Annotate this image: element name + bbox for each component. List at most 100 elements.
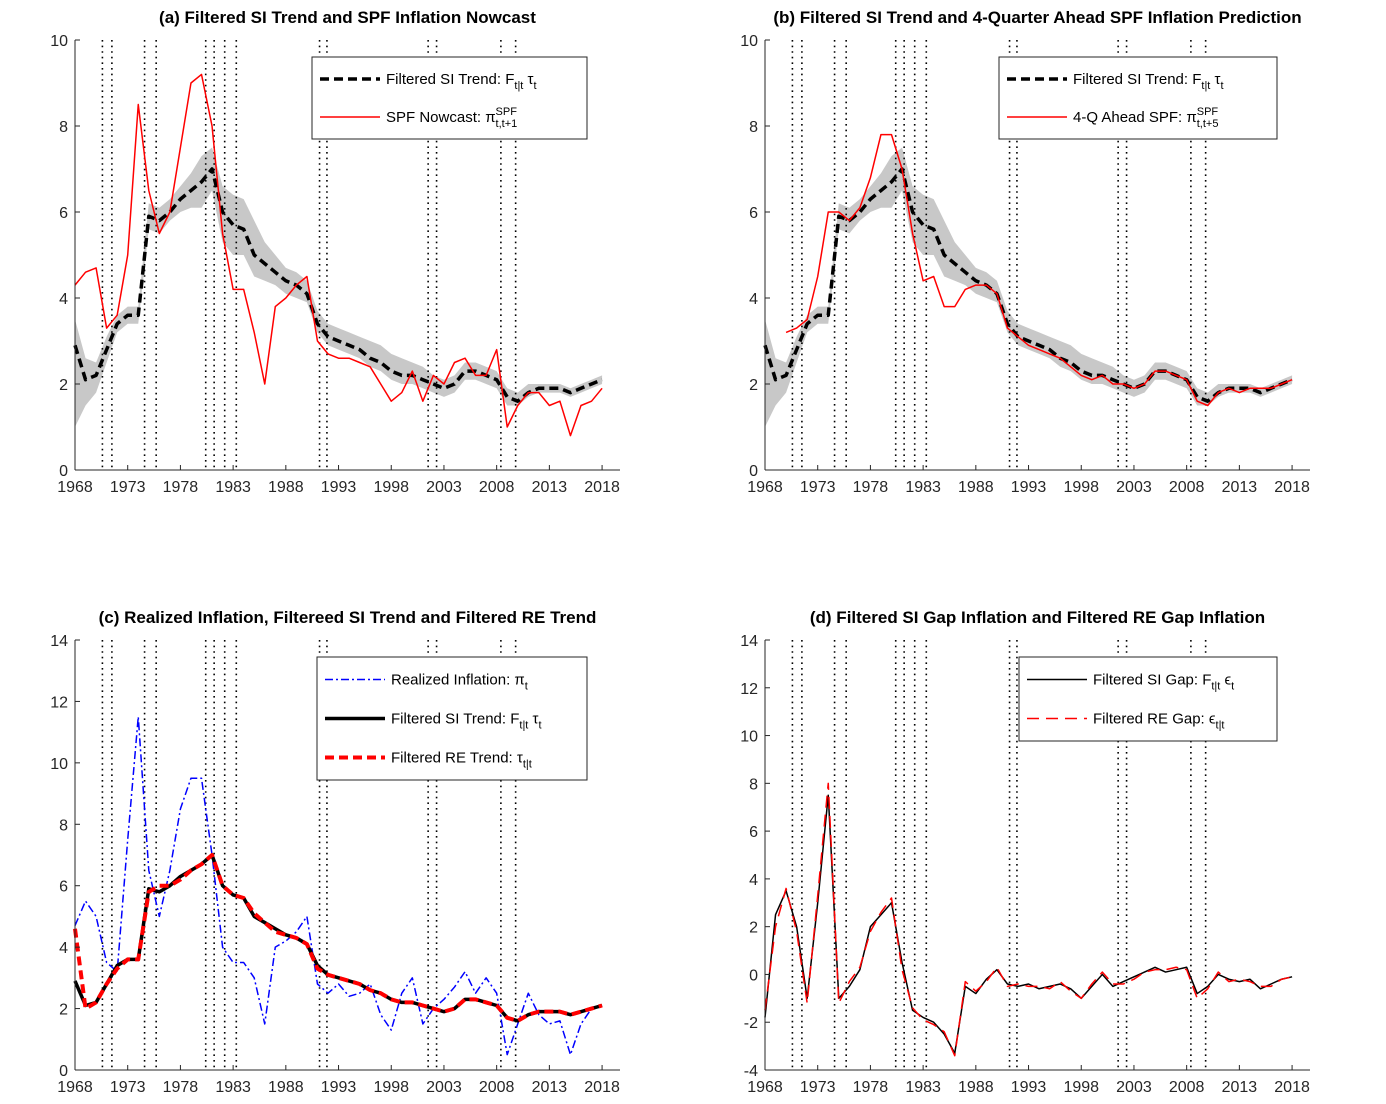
- y-tick-label: 2: [59, 377, 68, 394]
- legend-text: t|t: [1211, 681, 1220, 693]
- legend-box: [311, 56, 588, 140]
- y-tick-label: 8: [59, 817, 68, 834]
- y-tick-label: 10: [50, 756, 68, 773]
- confidence-band: [75, 147, 603, 427]
- legend-text: t: [533, 80, 536, 92]
- series-line: [785, 133, 1293, 407]
- x-tick-label: 2003: [1116, 1079, 1152, 1096]
- x-tick-label: 1998: [373, 479, 409, 496]
- x-tick-label: 1998: [1063, 479, 1099, 496]
- legend-text: Filtered SI Trend: F: [1073, 71, 1201, 88]
- legend-text: Realized Inflation: π: [391, 672, 525, 689]
- legend-text: SPF Nowcast: π: [386, 109, 496, 126]
- legend-label: 4-Q Ahead SPF: πSPF t,t+5: [1073, 106, 1218, 130]
- panel: -4 -2 0 2 4 6 8 10 12 14 1968 1973 1978 1983 1988 1993 1…: [740, 608, 1310, 1096]
- legend-text: t|t: [1201, 80, 1210, 92]
- x-tick-label: 2018: [1274, 479, 1310, 496]
- y-tick-label: 4: [59, 291, 68, 308]
- x-tick-label: 1983: [905, 479, 941, 496]
- legend-label: Filtered SI Trend: Ft|t τt: [391, 711, 542, 732]
- x-tick-label: 1998: [1063, 1079, 1099, 1096]
- legend-text: SPF: [1197, 106, 1219, 118]
- y-tick-label: -4: [744, 1063, 758, 1080]
- x-tick-label: 1973: [110, 1079, 146, 1096]
- legend-text: t: [538, 720, 541, 732]
- y-tick-label: 8: [59, 119, 68, 136]
- legend-box: [998, 56, 1278, 140]
- y-tick-label: 2: [749, 920, 758, 937]
- y-tick-label: 6: [59, 879, 68, 896]
- x-tick-label: 2008: [479, 479, 515, 496]
- legend-text: Filtered SI Gap: F: [1093, 672, 1211, 689]
- chart-title: (c) Realized Inflation, Filtereed SI Tre…: [99, 608, 597, 627]
- legend-label: Filtered SI Gap: Ft|t ϵt: [1093, 672, 1234, 693]
- y-tick-label: -2: [744, 1015, 758, 1032]
- x-tick-label: 2008: [1169, 1079, 1205, 1096]
- panel: 0 2 4 6 8 10 12 14 1968 1973 1978 1983 1988 1993 1998 2…: [50, 608, 620, 1096]
- x-tick-label: 2003: [1116, 479, 1152, 496]
- x-tick-label: 1983: [215, 479, 251, 496]
- series-line: [73, 853, 603, 1023]
- legend-label: Filtered RE Trend: τt|t: [391, 750, 532, 771]
- legend-label: Filtered SI Trend: Ft|t τt: [1073, 71, 1224, 92]
- x-tick-label: 1978: [853, 1079, 889, 1096]
- x-tick-label: 1998: [373, 1079, 409, 1096]
- x-tick-label: 2013: [532, 479, 568, 496]
- legend-text: 4-Q Ahead SPF: π: [1073, 109, 1197, 126]
- y-tick-label: 0: [59, 1063, 68, 1080]
- y-tick-label: 4: [59, 940, 68, 957]
- y-tick-label: 12: [740, 681, 758, 698]
- legend-text: Filtered SI Trend: F: [386, 71, 514, 88]
- y-tick-label: 2: [59, 1002, 68, 1019]
- x-tick-label: 1993: [1011, 479, 1047, 496]
- legend-text: t: [1220, 80, 1223, 92]
- x-tick-label: 1978: [853, 479, 889, 496]
- x-tick-label: 2013: [532, 1079, 568, 1096]
- y-tick-label: 10: [50, 33, 68, 50]
- x-tick-label: 1988: [268, 1079, 304, 1096]
- legend-text: t|t: [523, 759, 532, 771]
- x-tick-label: 1973: [110, 479, 146, 496]
- x-tick-label: 2008: [1169, 479, 1205, 496]
- x-tick-label: 2018: [584, 1079, 620, 1096]
- legend-text: Filtered RE Trend: τ: [391, 750, 523, 767]
- x-tick-label: 1978: [163, 479, 199, 496]
- series-line: [73, 167, 603, 403]
- x-tick-label: 1968: [747, 1079, 783, 1096]
- y-tick-label: 4: [749, 291, 758, 308]
- series-line: [74, 716, 603, 1056]
- series-line: [763, 167, 1293, 403]
- confidence-band: [765, 147, 1293, 427]
- legend-label: Realized Inflation: πt: [391, 672, 528, 693]
- x-tick-label: 2018: [1274, 1079, 1310, 1096]
- x-tick-label: 1968: [57, 1079, 93, 1096]
- x-tick-label: 2003: [426, 1079, 462, 1096]
- y-tick-label: 0: [59, 463, 68, 480]
- y-tick-label: 2: [749, 377, 758, 394]
- y-tick-label: 6: [749, 205, 758, 222]
- y-tick-label: 4: [749, 872, 758, 889]
- legend-label: Filtered SI Trend: Ft|t τt: [386, 71, 537, 92]
- legend-text: Filtered RE Gap: ϵ: [1093, 711, 1216, 728]
- y-tick-label: 6: [749, 824, 758, 841]
- y-tick-label: 6: [59, 205, 68, 222]
- y-tick-label: 10: [740, 33, 758, 50]
- y-tick-label: 8: [749, 776, 758, 793]
- y-tick-label: 8: [749, 119, 758, 136]
- legend-text: t,t+5: [1197, 118, 1219, 130]
- x-tick-label: 1988: [958, 479, 994, 496]
- chart-title: (a) Filtered SI Trend and SPF Inflation …: [159, 8, 536, 27]
- series-line: [73, 853, 603, 1023]
- series-line: [74, 73, 603, 437]
- x-tick-label: 1983: [905, 1079, 941, 1096]
- chart-title: (d) Filtered SI Gap Inflation and Filter…: [810, 608, 1265, 627]
- series-line: [764, 794, 1293, 1055]
- legend-label: SPF Nowcast: πSPF t,t+1: [386, 106, 517, 130]
- x-tick-label: 1993: [1011, 1079, 1047, 1096]
- legend-text: t|t: [519, 720, 528, 732]
- series-line: [764, 782, 1293, 1057]
- x-tick-label: 1988: [958, 1079, 994, 1096]
- legend-text: t|t: [1216, 720, 1225, 732]
- x-tick-label: 2003: [426, 479, 462, 496]
